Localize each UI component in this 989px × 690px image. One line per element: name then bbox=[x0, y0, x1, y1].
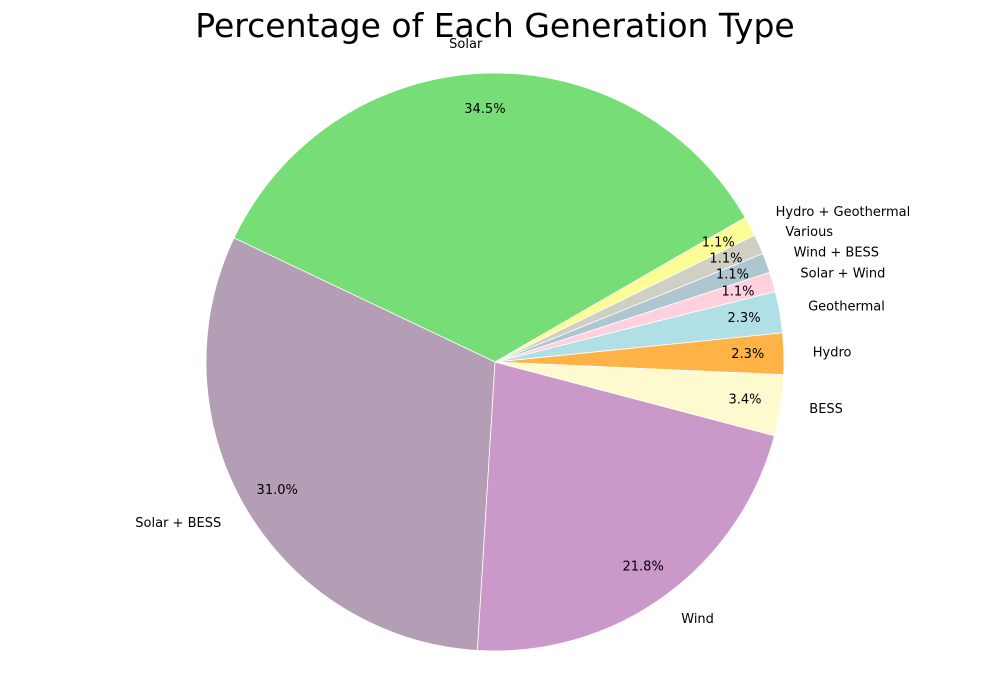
pie-slice-wind bbox=[476, 361, 775, 652]
slice-label-hydro-geothermal: Hydro + Geothermal bbox=[776, 205, 911, 220]
slice-percent-solar-wind: 1.1% bbox=[721, 284, 754, 299]
slice-label-wind: Wind bbox=[681, 612, 714, 627]
slice-percent-bess: 3.4% bbox=[728, 392, 761, 407]
slice-percent-wind-bess: 1.1% bbox=[716, 268, 749, 283]
pie-slice-hydro-geothermal bbox=[494, 216, 756, 363]
slice-percent-hydro: 2.3% bbox=[731, 347, 764, 362]
slice-percent-solar-bess: 31.0% bbox=[257, 483, 298, 498]
slice-label-solar-wind: Solar + Wind bbox=[800, 266, 885, 281]
slice-label-solar-bess: Solar + BESS bbox=[135, 516, 221, 531]
slice-label-wind-bess: Wind + BESS bbox=[794, 245, 879, 260]
slices-layer bbox=[205, 72, 785, 652]
chart-title: Percentage of Each Generation Type bbox=[195, 6, 794, 45]
slice-label-solar: Solar bbox=[449, 37, 483, 52]
slice-label-geothermal: Geothermal bbox=[808, 300, 885, 315]
slice-percent-wind: 21.8% bbox=[623, 559, 664, 574]
slice-label-bess: BESS bbox=[809, 402, 843, 417]
slice-percent-various: 1.1% bbox=[709, 251, 742, 266]
pie-slice-solar bbox=[233, 72, 746, 363]
pie-slice-solar-bess bbox=[205, 237, 496, 651]
slice-label-various: Various bbox=[785, 225, 833, 240]
slice-percent-geothermal: 2.3% bbox=[728, 311, 761, 326]
labels-layer: Solar 34.5% Solar + BESS 31.0% Wind 21.8% BESS… bbox=[135, 37, 910, 627]
slice-percent-solar: 34.5% bbox=[464, 102, 505, 117]
slice-percent-hydro-geothermal: 1.1% bbox=[702, 236, 735, 251]
slice-label-hydro: Hydro bbox=[813, 345, 852, 360]
